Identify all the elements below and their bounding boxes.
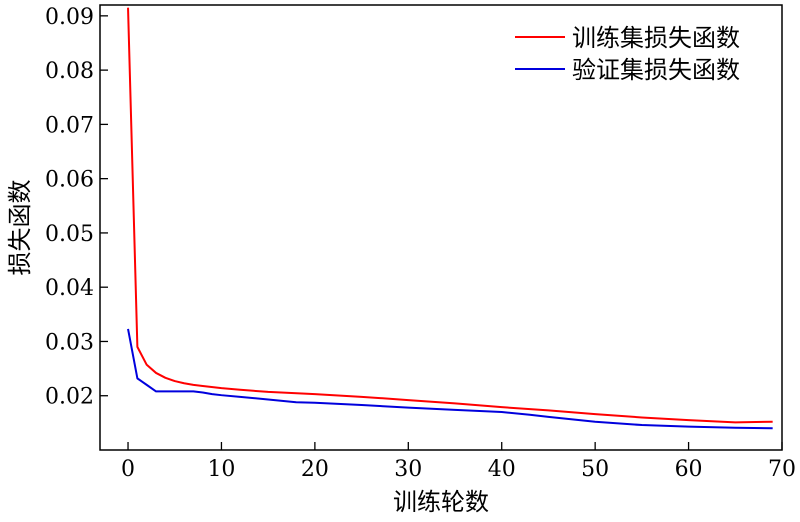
axis-ticks: 0 10 20 30 40 50 60 70 0.02 0.03 0.04 0.05 0.06 0.07 0… xyxy=(45,5,796,482)
x-tick-label: 0 xyxy=(121,457,135,482)
x-tick-label: 30 xyxy=(394,457,422,482)
x-tick-label: 40 xyxy=(488,457,516,482)
y-tick-label: 0.08 xyxy=(45,59,94,84)
y-axis-label: 损失函数 xyxy=(6,180,34,276)
y-tick-label: 0.07 xyxy=(45,113,94,138)
legend-label-2: 验证集损失函数 xyxy=(572,56,740,84)
series-lines xyxy=(127,7,773,430)
y-tick-label: 0.05 xyxy=(45,222,94,247)
y-tick-label: 0.03 xyxy=(45,330,94,355)
y-tick-label: 0.06 xyxy=(45,168,94,193)
series-line-1 xyxy=(127,7,773,424)
y-tick-label: 0.09 xyxy=(45,5,94,30)
x-tick-label: 70 xyxy=(768,457,796,482)
x-tick-label: 50 xyxy=(581,457,609,482)
x-tick-label: 60 xyxy=(675,457,703,482)
x-axis-label: 训练轮数 xyxy=(393,488,489,516)
series-line-2 xyxy=(127,328,773,430)
plot-frame xyxy=(99,4,783,451)
x-tick-label: 10 xyxy=(207,457,235,482)
x-tick-label: 20 xyxy=(301,457,329,482)
y-tick-label: 0.02 xyxy=(45,385,94,410)
legend-label-1: 训练集损失函数 xyxy=(572,24,740,52)
y-tick-label: 0.04 xyxy=(45,276,94,301)
